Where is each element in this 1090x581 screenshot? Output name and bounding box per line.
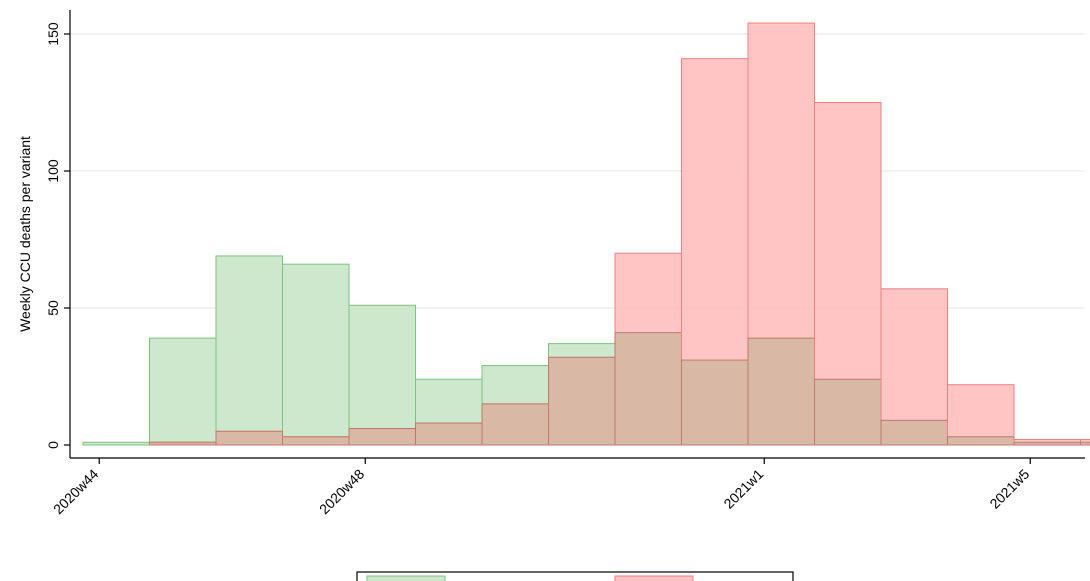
bar-series-1 <box>149 337 217 446</box>
x-tick-label: 2020w48 <box>316 466 368 518</box>
legend <box>356 571 794 581</box>
x-tick-label: 2020w44 <box>50 466 102 518</box>
bar-overlap <box>481 403 549 446</box>
x-tick-label: 2021w1 <box>720 466 766 512</box>
bar-series-1 <box>215 255 283 446</box>
legend-box <box>356 571 794 581</box>
bar-overlap <box>415 422 483 446</box>
bar-overlap <box>348 428 416 446</box>
bar-overlap <box>215 430 283 446</box>
bar-overlap <box>681 359 749 446</box>
bar-overlap <box>149 441 217 446</box>
bar-series-1 <box>348 304 416 446</box>
bar-overlap <box>747 337 815 446</box>
y-tick-label: 0 <box>45 441 61 449</box>
y-tick-label: 150 <box>45 22 61 46</box>
bar-overlap <box>880 419 948 446</box>
bar-overlap <box>614 332 682 446</box>
bar-overlap <box>282 436 350 446</box>
bar-series-1 <box>82 441 150 446</box>
bar-series-2 <box>880 288 948 446</box>
bar-overlap <box>1080 441 1090 446</box>
legend-swatch-series-1 <box>366 575 446 581</box>
bar-overlap <box>1013 441 1081 446</box>
x-tick-label: 2021w5 <box>986 466 1032 512</box>
y-tick-label: 100 <box>45 159 61 183</box>
bar-series-2 <box>947 384 1015 446</box>
bar-overlap <box>947 436 1015 446</box>
bars <box>82 22 1090 446</box>
bar-series-1 <box>282 263 350 446</box>
bar-overlap <box>814 378 882 446</box>
y-axis-title: Weekly CCU deaths per variant <box>17 136 33 332</box>
y-tick-label: 50 <box>45 300 61 316</box>
bar-overlap <box>548 356 616 446</box>
legend-swatch-series-2 <box>614 575 694 581</box>
